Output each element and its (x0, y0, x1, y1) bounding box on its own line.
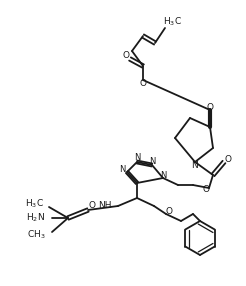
Text: CH$_3$: CH$_3$ (27, 229, 46, 241)
Text: O: O (89, 200, 95, 210)
Text: O: O (206, 102, 214, 112)
Text: H$_2$N: H$_2$N (26, 212, 45, 224)
Text: N: N (134, 154, 140, 162)
Text: N: N (119, 166, 125, 174)
Text: N: N (160, 170, 166, 180)
Text: O: O (225, 154, 231, 164)
Text: N: N (149, 158, 155, 166)
Text: H$_3$C: H$_3$C (25, 198, 44, 210)
Text: O: O (202, 186, 210, 194)
Text: O: O (139, 78, 147, 88)
Text: H$_3$C: H$_3$C (163, 16, 182, 28)
Text: O: O (166, 206, 172, 215)
Text: N: N (192, 160, 198, 170)
Text: O: O (123, 51, 129, 61)
Text: NH: NH (98, 202, 112, 210)
